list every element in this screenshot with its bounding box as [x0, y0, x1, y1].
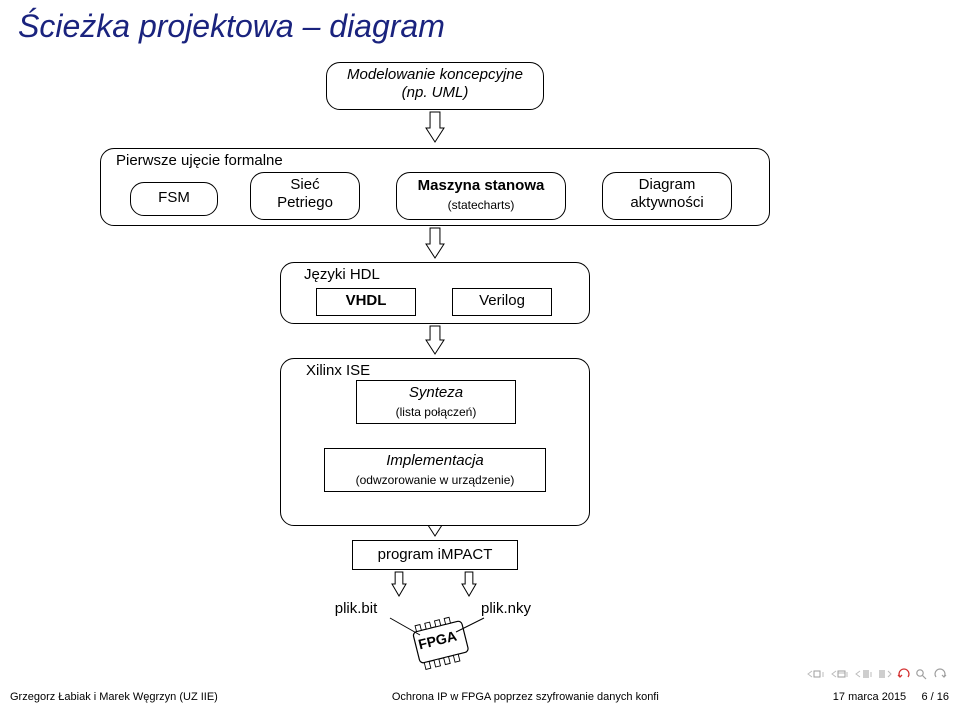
label-plik-bit: plik.bit: [318, 600, 394, 618]
synth-line1: Synteza: [409, 384, 463, 401]
label-uml: Modelowanie koncepcyjne (np. UML): [326, 66, 544, 102]
uml-line2: (np. UML): [402, 84, 469, 101]
label-impl: Implementacja (odwzorowanie w urządzenie…: [324, 451, 546, 489]
label-synth: Synteza (lista połączeń): [356, 383, 516, 421]
diagram-area: Modelowanie koncepcyjne (np. UML) Pierws…: [0, 60, 959, 680]
petri-line2: Petriego: [277, 194, 333, 211]
label-activity: Diagram aktywności: [602, 176, 732, 212]
activity-line2: aktywności: [630, 194, 703, 211]
beamer-nav-icons: [805, 668, 947, 680]
statechart-line2: (statecharts): [448, 198, 515, 212]
label-hdl-group: Języki HDL: [304, 266, 380, 284]
label-statechart: Maszyna stanowa (statecharts): [396, 176, 566, 214]
label-vhdl: VHDL: [316, 292, 416, 310]
synth-line2: (lista połączeń): [396, 405, 477, 419]
uml-line1: Modelowanie koncepcyjne: [347, 66, 523, 83]
nav-prev-slide-icon[interactable]: [829, 669, 849, 679]
footer-author: Grzegorz Łabiak i Marek Węgrzyn (UZ IIE): [10, 691, 218, 703]
statechart-line1: Maszyna stanowa: [418, 177, 545, 194]
footer-pagenum: 6 / 16: [921, 691, 949, 703]
impl-line1: Implementacja: [386, 452, 484, 469]
nav-prev-section-icon[interactable]: [805, 669, 825, 679]
petri-line1: Sieć: [290, 176, 319, 193]
footer: Grzegorz Łabiak i Marek Węgrzyn (UZ IIE)…: [0, 684, 959, 710]
label-formal-group: Pierwsze ujęcie formalne: [116, 152, 283, 170]
impl-line2: (odwzorowanie w urządzenie): [356, 473, 515, 487]
label-ise-group: Xilinx ISE: [306, 362, 370, 380]
nav-search-icon[interactable]: [915, 668, 929, 680]
footer-title: Ochrona IP w FPGA poprzez szyfrowanie da…: [218, 691, 833, 703]
footer-date: 17 marca 2015: [833, 691, 906, 703]
nav-prev-frame-icon[interactable]: [853, 669, 873, 679]
label-impact: program iMPACT: [352, 546, 518, 564]
label-verilog: Verilog: [452, 292, 552, 310]
nav-next-frame-icon[interactable]: [877, 669, 893, 679]
nav-back-icon[interactable]: [897, 668, 911, 680]
nav-forward-icon[interactable]: [933, 668, 947, 680]
footer-page: 17 marca 2015 6 / 16: [833, 691, 949, 703]
label-fsm: FSM: [130, 189, 218, 207]
label-petri: Sieć Petriego: [250, 176, 360, 212]
page-title: Ścieżka projektowa – diagram: [18, 8, 445, 45]
activity-line1: Diagram: [639, 176, 696, 193]
